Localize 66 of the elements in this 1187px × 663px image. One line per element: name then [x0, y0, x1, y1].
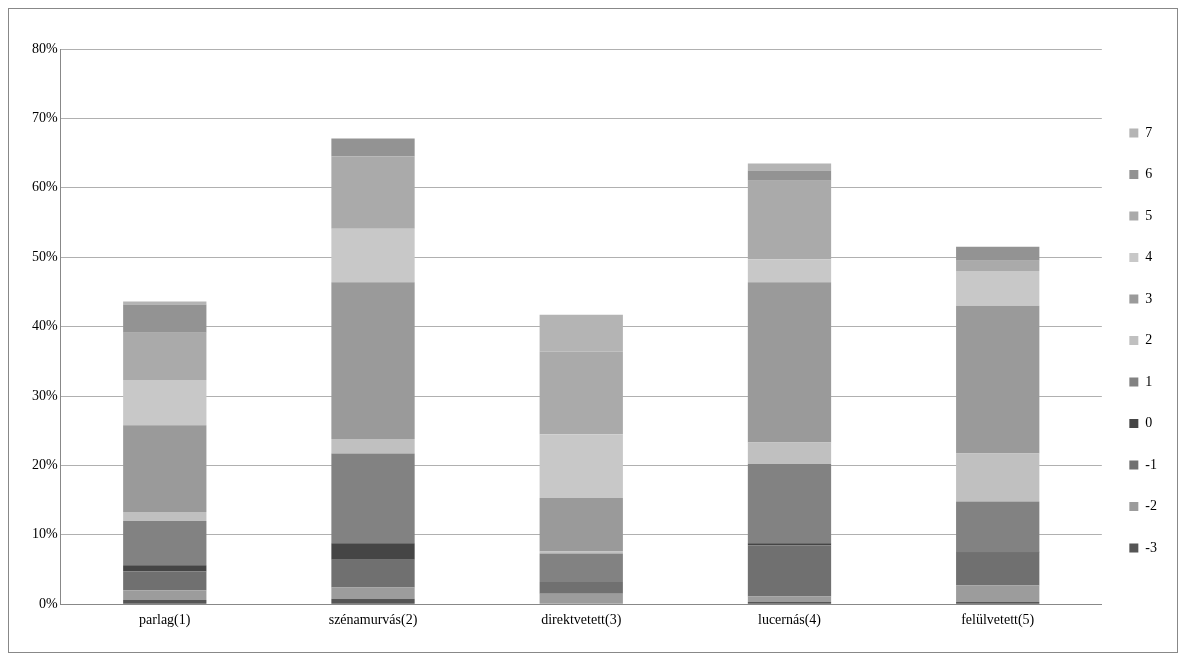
- bar: [747, 545, 832, 597]
- bar: [747, 442, 832, 465]
- bar: [331, 228, 415, 283]
- bar: [123, 571, 207, 591]
- bar: [747, 170, 832, 181]
- y-tick-label: 20%: [31, 457, 58, 473]
- bar: [747, 596, 832, 603]
- bar: [331, 282, 415, 440]
- x-tick-label: szénamurvás(2): [328, 612, 418, 629]
- bar: [331, 453, 415, 544]
- legend-label: 3: [1145, 290, 1153, 306]
- legend-label: 4: [1145, 249, 1153, 265]
- bar: [331, 543, 415, 560]
- bar: [123, 304, 207, 333]
- legend-label: -1: [1145, 456, 1158, 472]
- bar: [956, 453, 1040, 502]
- bar: [956, 501, 1040, 552]
- bar: [123, 511, 207, 521]
- bar: [956, 305, 1040, 454]
- legend-label: 0: [1145, 415, 1153, 431]
- legend-label: -2: [1145, 498, 1158, 514]
- bar: [123, 565, 207, 572]
- y-tick-label: 60%: [31, 179, 58, 195]
- bar: [123, 590, 207, 601]
- y-tick-label: 50%: [31, 248, 58, 264]
- legend-label: 1: [1145, 373, 1153, 389]
- bar: [539, 498, 623, 552]
- x-tick-label: direktvetett(3): [541, 612, 622, 629]
- y-tick-label: 40%: [31, 318, 58, 334]
- bar: [747, 259, 832, 283]
- bar: [331, 439, 415, 454]
- legend-label: 2: [1145, 332, 1153, 348]
- x-tick-label: felülvetett(5): [961, 612, 1035, 629]
- y-tick-label: 70%: [31, 110, 58, 126]
- bar: [539, 553, 623, 582]
- bar: [747, 543, 832, 546]
- x-tick-label: parlag(1): [139, 612, 191, 629]
- y-tick-label: 10%: [31, 526, 58, 542]
- bar: [331, 587, 415, 599]
- y-tick-label: 30%: [31, 387, 58, 403]
- bar: [331, 138, 415, 157]
- legend-label: 7: [1145, 124, 1153, 140]
- bar: [539, 551, 623, 554]
- bar: [123, 380, 207, 426]
- y-tick-label: 80%: [31, 40, 58, 56]
- bar: [956, 585, 1040, 603]
- bar: [747, 464, 832, 544]
- bar: [123, 600, 207, 604]
- bar: [539, 434, 623, 499]
- bar: [956, 260, 1040, 272]
- bar: [539, 593, 623, 604]
- legend-label: -3: [1145, 539, 1158, 555]
- bar: [123, 520, 207, 566]
- bar: [331, 559, 415, 588]
- bar: [331, 598, 415, 604]
- bar: [747, 282, 832, 443]
- legend-label: 5: [1145, 207, 1153, 223]
- legend-label: 6: [1145, 166, 1153, 182]
- y-tick-label: 0%: [38, 595, 58, 611]
- bar: [539, 581, 623, 594]
- x-tick-label: lucernás(4): [758, 612, 822, 629]
- bar: [956, 552, 1040, 586]
- bar: [956, 246, 1040, 261]
- bar: [123, 332, 207, 381]
- bar: [956, 271, 1040, 306]
- bar: [123, 425, 207, 512]
